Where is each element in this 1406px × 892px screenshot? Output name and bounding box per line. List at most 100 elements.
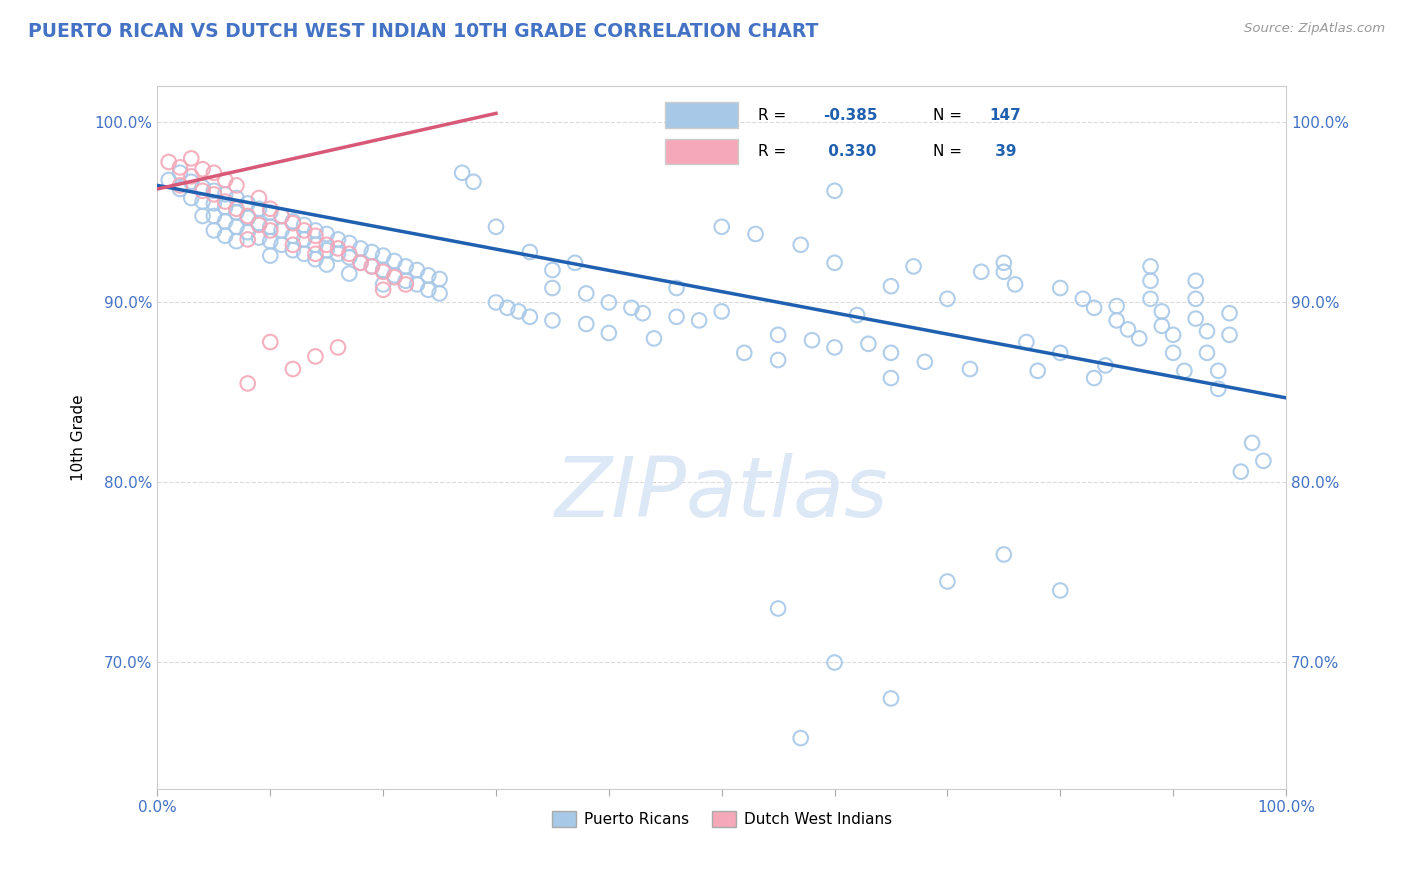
Point	[1195, 346, 1218, 360]
Point	[564, 256, 586, 270]
Point	[202, 196, 225, 211]
Point	[315, 258, 337, 272]
Point	[259, 219, 281, 234]
Point	[643, 331, 665, 345]
Text: PUERTO RICAN VS DUTCH WEST INDIAN 10TH GRADE CORRELATION CHART: PUERTO RICAN VS DUTCH WEST INDIAN 10TH G…	[28, 22, 818, 41]
Point	[349, 241, 371, 255]
Point	[304, 228, 326, 243]
Point	[1015, 334, 1038, 349]
Point	[292, 223, 315, 237]
Point	[292, 247, 315, 261]
Point	[1241, 435, 1264, 450]
Point	[337, 251, 360, 265]
Point	[247, 216, 270, 230]
Point	[1139, 260, 1161, 274]
Point	[214, 173, 236, 187]
Point	[225, 178, 247, 193]
Point	[1195, 324, 1218, 338]
Point	[214, 214, 236, 228]
Point	[373, 265, 395, 279]
Point	[169, 161, 191, 175]
Point	[575, 286, 598, 301]
Point	[1253, 454, 1275, 468]
Point	[1105, 313, 1128, 327]
Point	[337, 235, 360, 250]
Point	[236, 196, 259, 211]
Point	[373, 283, 395, 297]
Point	[1128, 331, 1150, 345]
Point	[191, 184, 214, 198]
Point	[631, 306, 654, 320]
Point	[1184, 274, 1206, 288]
Point	[225, 191, 247, 205]
Point	[259, 205, 281, 219]
Point	[665, 310, 688, 324]
Point	[824, 184, 846, 198]
Point	[169, 166, 191, 180]
Point	[418, 268, 440, 283]
Point	[508, 304, 530, 318]
Point	[259, 223, 281, 237]
Point	[688, 313, 710, 327]
Point	[281, 214, 304, 228]
Point	[225, 202, 247, 216]
Point	[236, 376, 259, 391]
Point	[349, 256, 371, 270]
Point	[620, 301, 643, 315]
Point	[710, 219, 733, 234]
Point	[247, 202, 270, 216]
Point	[733, 346, 755, 360]
Point	[373, 263, 395, 277]
Point	[191, 162, 214, 177]
Point	[936, 574, 959, 589]
Point	[349, 256, 371, 270]
Point	[1049, 346, 1071, 360]
Point	[789, 731, 811, 745]
Point	[1150, 304, 1173, 318]
Point	[429, 272, 451, 286]
Point	[281, 243, 304, 257]
Point	[270, 223, 292, 237]
Point	[519, 245, 541, 260]
Point	[936, 292, 959, 306]
Point	[214, 228, 236, 243]
Point	[665, 281, 688, 295]
Point	[202, 166, 225, 180]
Point	[326, 232, 349, 246]
Point	[541, 281, 564, 295]
Point	[315, 237, 337, 252]
Point	[1049, 583, 1071, 598]
Point	[485, 219, 508, 234]
Point	[880, 371, 903, 385]
Point	[406, 277, 429, 292]
Point	[463, 175, 485, 189]
Point	[429, 286, 451, 301]
Point	[766, 327, 789, 342]
Point	[384, 254, 406, 268]
Point	[801, 333, 824, 347]
Point	[360, 260, 382, 274]
Point	[236, 209, 259, 223]
Point	[360, 245, 382, 260]
Point	[903, 260, 925, 274]
Point	[180, 191, 202, 205]
Point	[846, 308, 869, 322]
Point	[270, 237, 292, 252]
Point	[202, 184, 225, 198]
Point	[1049, 281, 1071, 295]
Point	[236, 211, 259, 225]
Point	[225, 205, 247, 219]
Point	[395, 260, 418, 274]
Point	[959, 362, 981, 376]
Point	[214, 200, 236, 214]
Point	[395, 277, 418, 292]
Y-axis label: 10th Grade: 10th Grade	[72, 394, 86, 481]
Point	[259, 234, 281, 248]
Point	[270, 209, 292, 223]
Point	[384, 270, 406, 285]
Point	[304, 252, 326, 267]
Point	[281, 228, 304, 243]
Point	[1230, 465, 1253, 479]
Point	[1139, 274, 1161, 288]
Point	[914, 355, 936, 369]
